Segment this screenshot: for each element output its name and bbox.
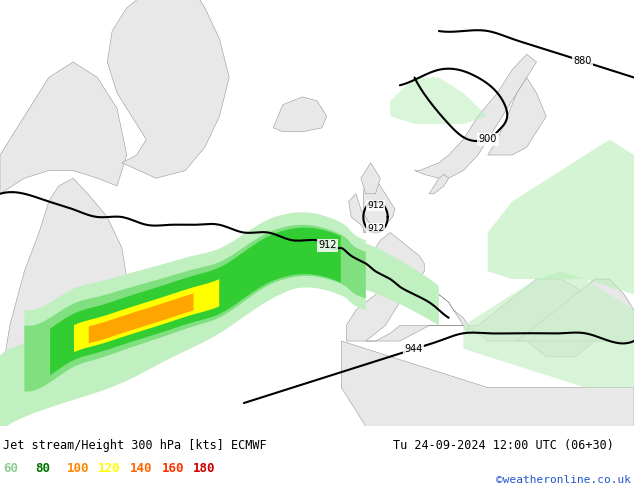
Text: ©weatheronline.co.uk: ©weatheronline.co.uk: [496, 475, 631, 485]
Polygon shape: [89, 294, 193, 343]
Text: 180: 180: [193, 462, 216, 475]
Polygon shape: [0, 233, 439, 434]
Text: 912: 912: [367, 201, 384, 210]
Text: 944: 944: [404, 344, 423, 354]
Text: 120: 120: [98, 462, 120, 475]
Polygon shape: [273, 97, 327, 132]
Polygon shape: [349, 194, 371, 233]
Text: 912: 912: [318, 241, 337, 250]
Text: 80: 80: [35, 462, 50, 475]
Polygon shape: [363, 171, 395, 233]
Polygon shape: [0, 62, 127, 194]
Text: 100: 100: [67, 462, 89, 475]
Text: 60: 60: [3, 462, 18, 475]
Text: 160: 160: [162, 462, 184, 475]
Polygon shape: [50, 227, 340, 375]
Polygon shape: [463, 271, 634, 388]
Polygon shape: [488, 140, 634, 294]
Polygon shape: [24, 225, 366, 392]
Polygon shape: [488, 77, 547, 155]
Polygon shape: [424, 279, 468, 333]
Polygon shape: [517, 279, 634, 341]
Polygon shape: [366, 233, 424, 287]
Text: Tu 24-09-2024 12:00 UTC (06+30): Tu 24-09-2024 12:00 UTC (06+30): [393, 439, 614, 452]
Polygon shape: [366, 279, 610, 357]
Text: 140: 140: [130, 462, 152, 475]
Text: Jet stream/Height 300 hPa [kts] ECMWF: Jet stream/Height 300 hPa [kts] ECMWF: [3, 439, 267, 452]
Polygon shape: [74, 279, 219, 352]
Polygon shape: [346, 279, 400, 341]
Text: 900: 900: [479, 134, 497, 145]
Polygon shape: [415, 54, 536, 178]
Polygon shape: [107, 0, 230, 178]
Polygon shape: [429, 174, 449, 194]
Polygon shape: [24, 212, 366, 403]
Text: 912: 912: [367, 224, 384, 233]
Text: 880: 880: [573, 56, 592, 66]
Polygon shape: [390, 77, 488, 124]
Polygon shape: [0, 178, 127, 426]
Polygon shape: [341, 341, 634, 426]
Polygon shape: [361, 163, 380, 194]
